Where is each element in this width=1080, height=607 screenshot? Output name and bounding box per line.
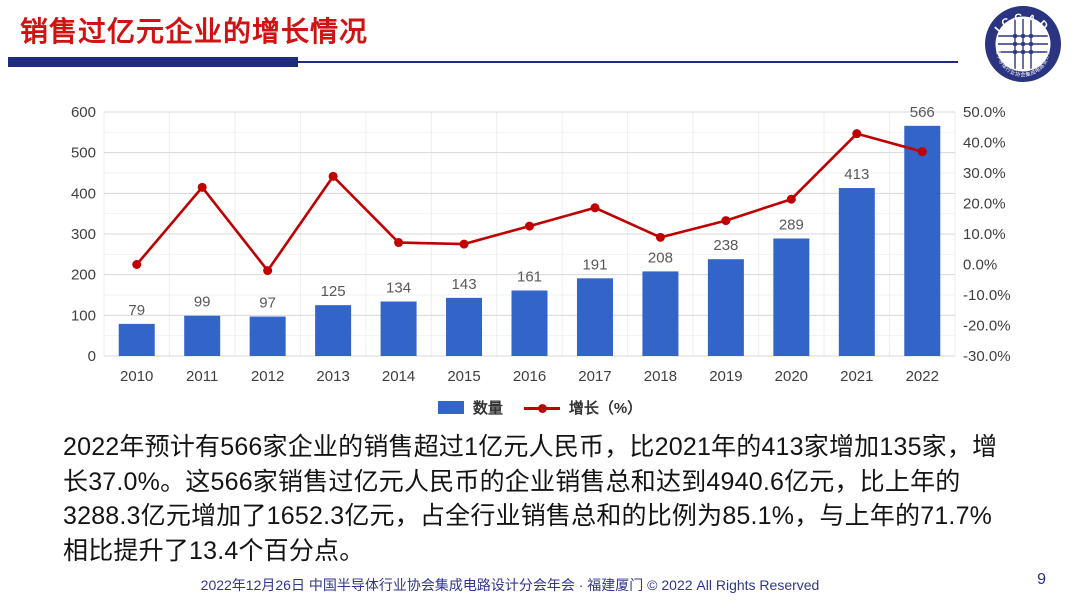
svg-text:2012: 2012 [251,368,284,385]
svg-text:600: 600 [71,104,96,121]
legend-label-growth: 增长（%） [568,400,643,417]
svg-text:30.0%: 30.0% [963,165,1006,182]
svg-text:2015: 2015 [447,368,480,385]
svg-text:50.0%: 50.0% [963,104,1006,121]
svg-text:79: 79 [128,302,145,319]
svg-text:2018: 2018 [644,368,677,385]
paragraph-line-2: 长37.0%。这566家销售过亿元人民币的企业销售总和达到4940.6亿元，比上… [63,467,961,496]
paragraph-line-1: 2022年预计有566家企业的销售超过1亿元人民币，比2021年的413家增加1… [63,433,998,461]
svg-text:134: 134 [386,280,411,297]
svg-text:97: 97 [259,295,276,312]
svg-text:2019: 2019 [709,368,742,385]
page-title: 销售过亿元企业的增长情况 [20,16,369,47]
svg-text:40.0%: 40.0% [963,135,1006,152]
svg-text:161: 161 [517,269,542,286]
logo-grid-nodes [1013,34,1033,54]
svg-text:2020: 2020 [775,368,808,385]
svg-text:100: 100 [71,307,96,324]
svg-text:-20.0%: -20.0% [963,318,1011,335]
svg-text:0.0%: 0.0% [963,257,997,274]
paragraph-line-4: 相比提升了13.4个百分点。 [63,536,365,565]
combo-chart: 600 500 400 300 200 100 0 50.0% 40.0% 30.0% 20.0% 1… [71,104,1011,385]
svg-text:2013: 2013 [316,368,349,385]
svg-text:566: 566 [910,104,935,121]
svg-text:-10.0%: -10.0% [963,287,1011,304]
svg-text:413: 413 [844,166,869,183]
title-underline-thin [296,61,958,63]
legend-line-marker-icon [523,403,560,413]
svg-text:2011: 2011 [186,368,218,385]
iccad-logo: ICCAD 中国半导体行业协会集成电路设计分会 [984,5,1061,82]
svg-text:238: 238 [713,237,738,254]
svg-text:2010: 2010 [120,368,153,385]
svg-text:143: 143 [452,276,477,293]
svg-text:2014: 2014 [382,368,415,385]
svg-text:99: 99 [194,294,211,311]
page-number: 9 [1037,571,1046,588]
svg-text:20.0%: 20.0% [963,196,1006,213]
svg-text:191: 191 [582,256,607,273]
svg-text:-30.0%: -30.0% [963,348,1011,365]
svg-text:125: 125 [321,283,346,300]
paragraph-line-3: 3288.3亿元增加了1652.3亿元，占全行业销售总和的比例为85.1%，与上… [63,502,993,530]
svg-text:500: 500 [71,145,96,162]
legend-label-quantity: 数量 [472,400,503,417]
svg-text:208: 208 [648,249,673,266]
svg-text:2022: 2022 [906,368,939,385]
footer-text: 2022年12月26日 中国半导体行业协会集成电路设计分会年会 · 福建厦门 ©… [200,577,820,593]
title-underline-thick [8,57,298,67]
svg-text:0: 0 [88,348,96,365]
svg-text:2017: 2017 [578,368,611,385]
svg-text:200: 200 [71,267,96,284]
svg-text:2021: 2021 [840,368,873,385]
svg-text:2016: 2016 [513,368,546,385]
svg-text:289: 289 [779,216,804,233]
svg-text:400: 400 [71,185,96,202]
chart-legend: 数量 增长（%） [0,397,1080,418]
legend-bar-swatch-icon [437,401,464,414]
summary-paragraph: 2022年预计有566家企业的销售超过1亿元人民币，比2021年的413家增加1… [63,430,1028,568]
svg-text:10.0%: 10.0% [963,226,1006,243]
svg-text:300: 300 [71,226,96,243]
